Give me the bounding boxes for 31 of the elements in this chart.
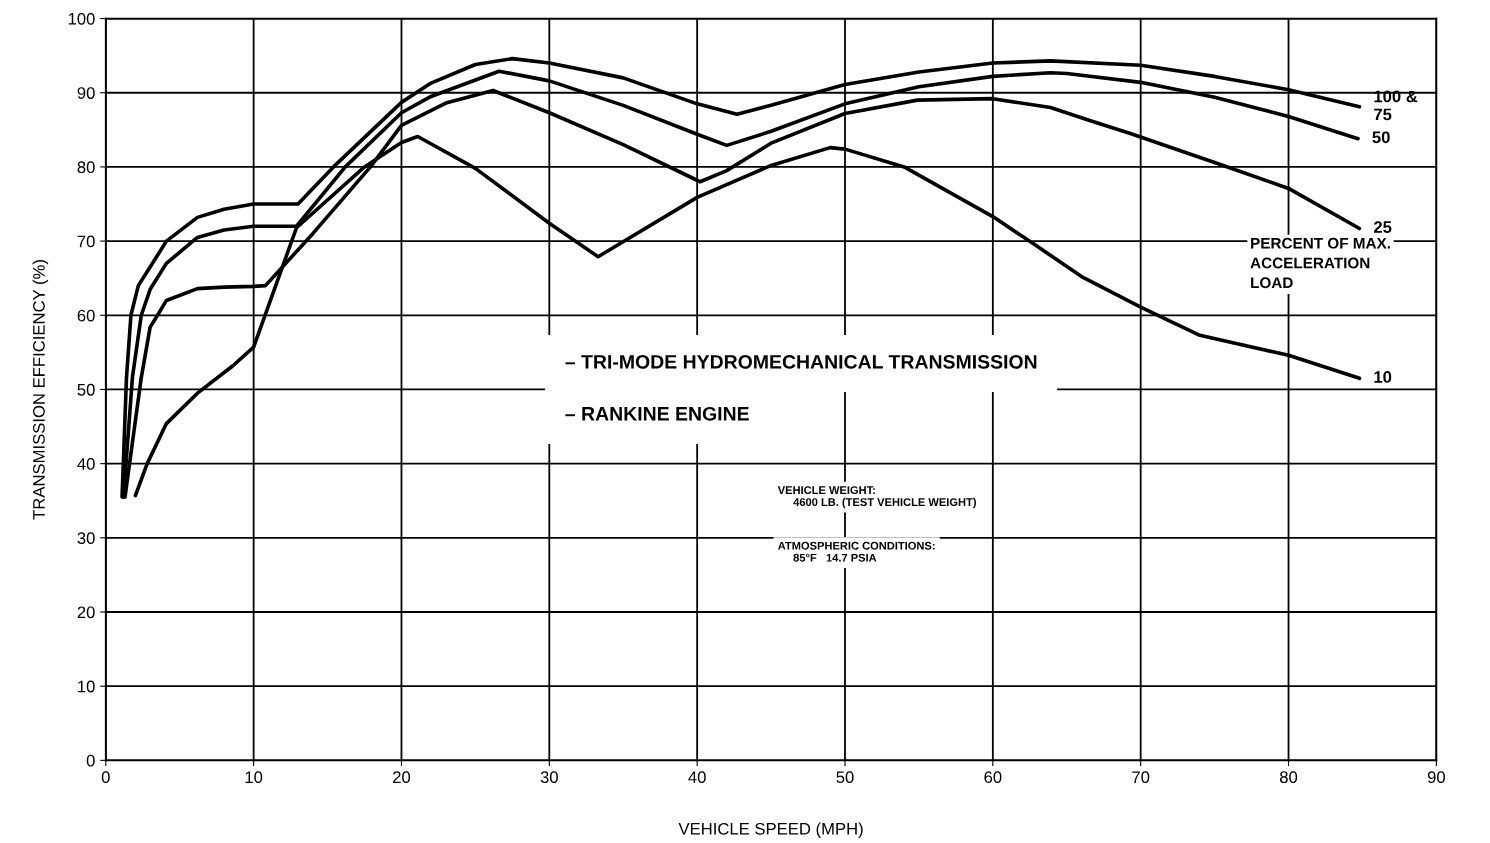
x-tick-label: 30 [540,771,558,784]
x-tick-label: 90 [1427,771,1445,784]
series-label: 10 [1374,371,1392,383]
x-tick-label: 0 [101,771,110,784]
annotation: – TRI-MODE HYDROMECHANICAL TRANSMISSION [565,354,1037,369]
series-label: 50 [1372,131,1390,144]
x-tick-label: 60 [984,771,1002,784]
x-tick-label: 40 [688,771,706,784]
y-tick-label: 70 [77,235,95,248]
y-tick-label: 0 [86,754,95,767]
y-tick-label: 90 [77,87,95,99]
x-axis-title: VEHICLE SPEED (MPH) [678,822,863,838]
x-tick-label: 70 [1132,771,1150,784]
x-tick-label: 50 [836,771,854,784]
series-label: 25 [1373,221,1392,233]
x-tick-label: 20 [393,771,411,784]
x-tick-label: 80 [1279,771,1298,784]
y-tick-label: 40 [77,458,95,470]
y-axis-title: TRANSMISSION EFFICIENCY (%) [32,260,49,520]
x-tick-label: 10 [245,771,263,784]
y-tick-label: 20 [77,606,95,619]
legend-title: PERCENT OF MAX. ACCELERATION LOAD [1250,237,1390,289]
annotation: – RANKINE ENGINE [565,406,749,421]
y-tick-label: 100 [68,12,95,25]
y-tick-label: 30 [77,532,95,545]
y-tick-label: 60 [77,309,95,322]
y-tick-label: 80 [77,161,95,174]
y-tick-label: 10 [78,680,95,693]
annotation: VEHICLE WEIGHT: 4600 LB. (TEST VEHICLE WEIGHT) [777,486,976,509]
y-tick-label: 50 [77,383,95,396]
annotation: ATMOSPHERIC CONDITIONS: 85°F 14.7 PSIA [778,541,935,562]
